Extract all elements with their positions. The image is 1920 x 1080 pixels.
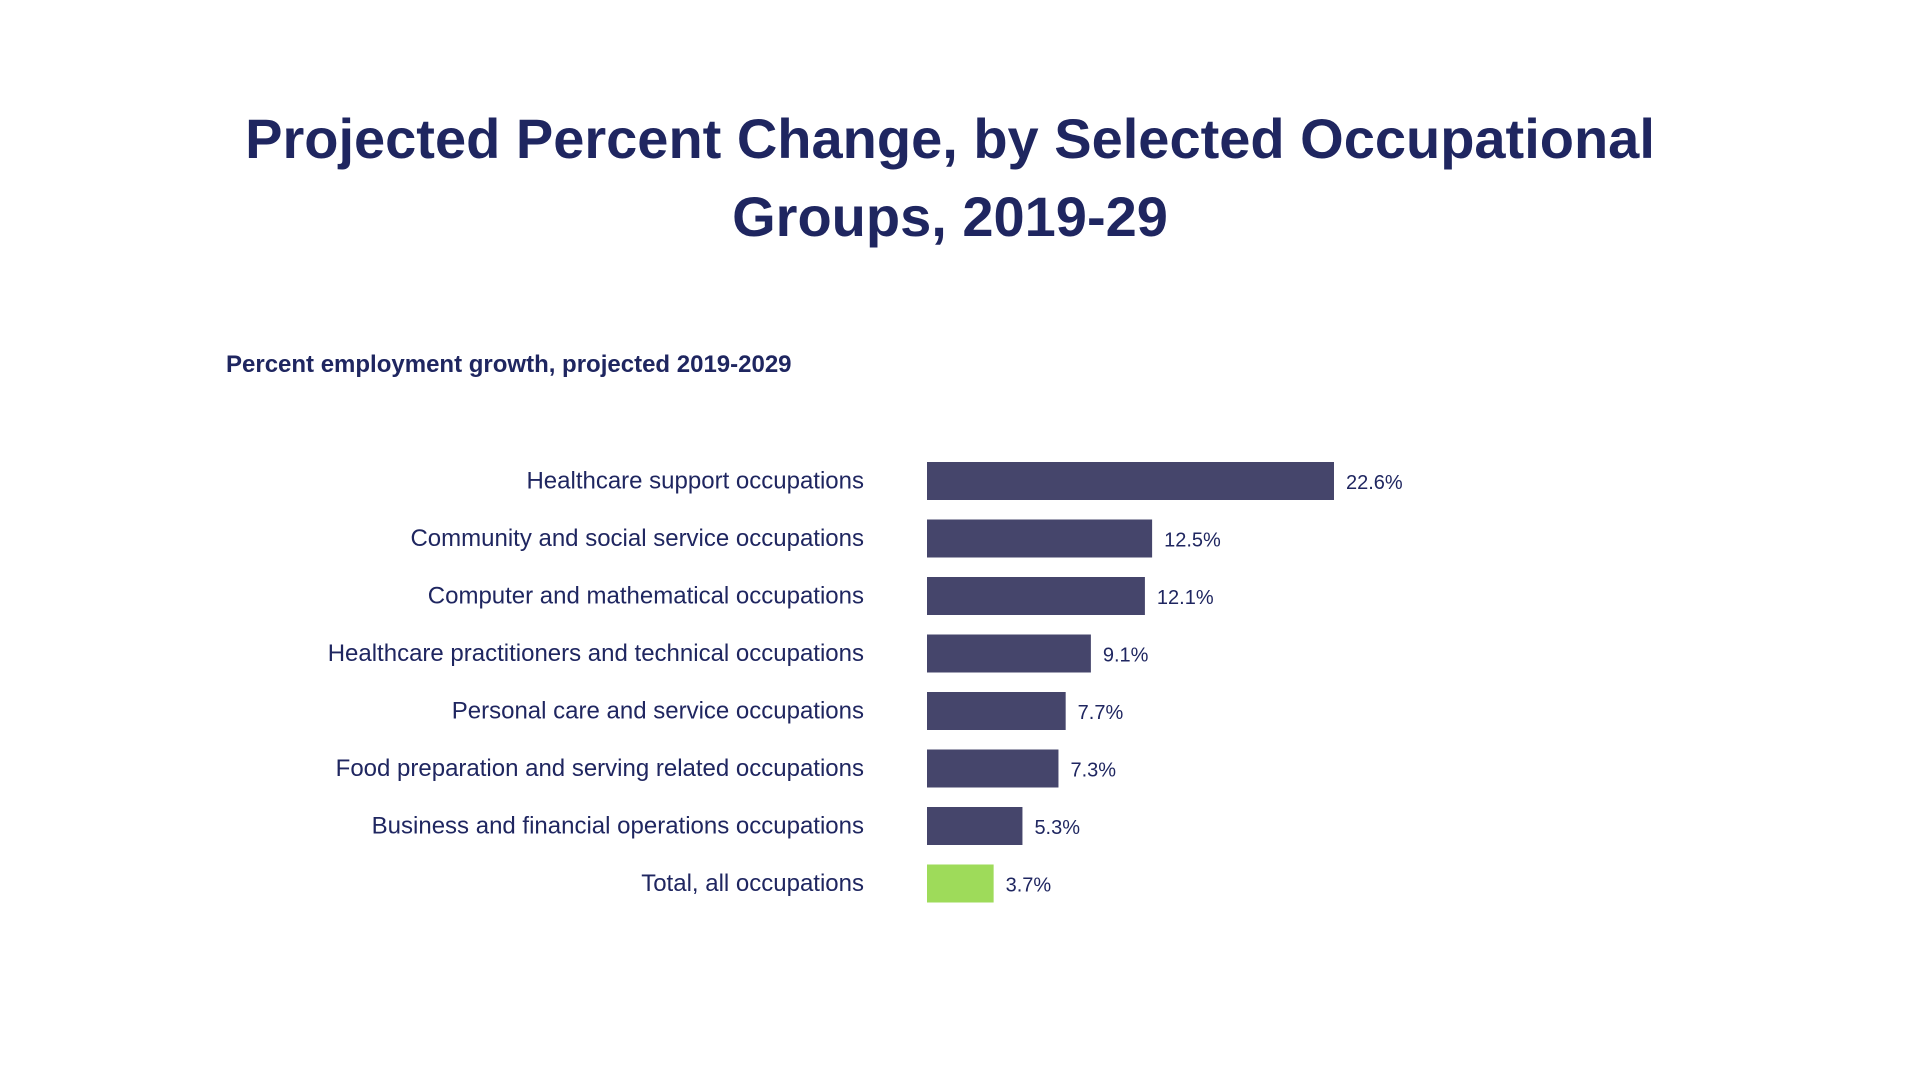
bar [927, 634, 1091, 673]
category-label: Community and social service occupations [410, 525, 864, 552]
category-label: Healthcare support occupations [526, 468, 864, 495]
value-label: 5.3% [1034, 817, 1080, 839]
category-label: Computer and mathematical occupations [428, 583, 864, 610]
category-label: Healthcare practitioners and technical o… [328, 640, 864, 667]
category-label: Total, all occupations [641, 870, 864, 897]
total-bar [927, 864, 994, 903]
bar [927, 692, 1066, 730]
value-label: 12.1% [1157, 587, 1214, 609]
value-label: 22.6% [1346, 472, 1403, 494]
value-label: 3.7% [1006, 875, 1052, 897]
bar [927, 462, 1334, 500]
category-labels: Healthcare support occupations Community … [328, 468, 864, 898]
value-label: 7.7% [1078, 702, 1124, 724]
chart-subtitle: Percent employment growth, projected 201… [226, 351, 792, 378]
bars [927, 462, 1334, 903]
bar [927, 519, 1153, 558]
category-label: Business and financial operations occupa… [372, 813, 864, 840]
value-label: 9.1% [1103, 645, 1149, 667]
bar [927, 807, 1023, 845]
bar [927, 749, 1059, 788]
value-label: 12.5% [1164, 530, 1221, 552]
value-label: 7.3% [1070, 760, 1116, 782]
bar [927, 577, 1145, 615]
slide-title: Projected Percent Change, by Selected Oc… [245, 107, 1655, 248]
category-label: Food preparation and serving related occ… [336, 755, 864, 782]
value-labels: 22.6% 12.5% 12.1% 9.1% 7.7% 7.3% 5.3% 3.7% [1006, 472, 1403, 897]
category-label: Personal care and service occupations [452, 698, 864, 725]
